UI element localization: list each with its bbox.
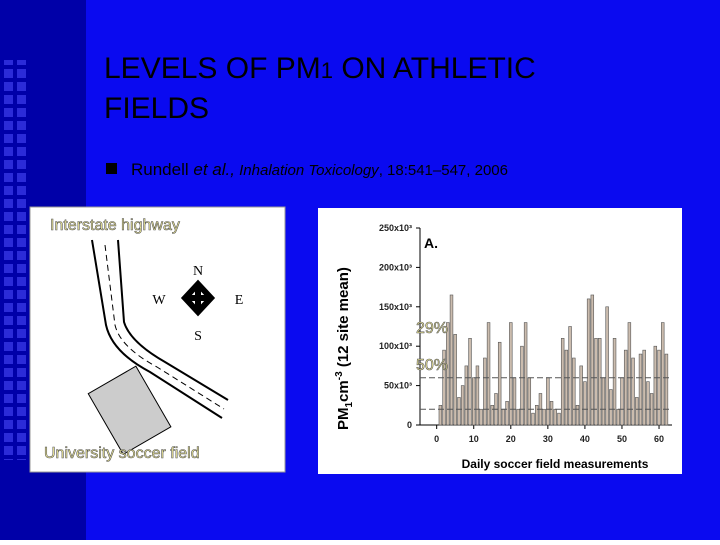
panel-label: A. [424, 235, 438, 251]
field-label: University soccer field [44, 445, 200, 462]
y-tick-label: 0 [407, 420, 412, 430]
bar [453, 334, 457, 426]
bar [464, 365, 469, 426]
bar [572, 357, 576, 426]
bar [623, 349, 628, 426]
compass-n: N [193, 264, 203, 279]
annotation: 29% [416, 320, 448, 337]
y-tick-label: 200x10³ [379, 262, 412, 272]
bar [501, 408, 506, 426]
bar [616, 408, 620, 426]
bar [579, 365, 583, 426]
bar [490, 404, 494, 426]
bar [664, 353, 669, 426]
compass-s: S [194, 329, 202, 344]
bar [520, 345, 524, 426]
bar [512, 377, 517, 426]
bar [590, 294, 595, 426]
bar [646, 381, 650, 426]
bar [575, 404, 580, 426]
highway-label: Interstate highway [50, 217, 180, 234]
bar [505, 401, 509, 426]
compass [180, 279, 216, 317]
road-center [104, 244, 225, 410]
road-edge [91, 239, 223, 419]
bar [594, 338, 598, 426]
map: N S W E Interstate highway University so… [29, 206, 286, 473]
y-tick-label: 250x10³ [379, 223, 412, 233]
bar [527, 377, 532, 426]
bar [601, 377, 606, 426]
bar [449, 294, 454, 426]
x-tick-label: 40 [580, 434, 590, 444]
x-tick-label: 10 [469, 434, 479, 444]
bar [457, 397, 461, 426]
y-tick-label: 150x10³ [379, 302, 412, 312]
side-pattern [0, 60, 30, 460]
bar [627, 322, 632, 426]
x-tick-label: 60 [654, 434, 664, 444]
bar [583, 381, 587, 426]
x-tick-label: 20 [506, 434, 516, 444]
bar [516, 408, 520, 426]
bar [661, 322, 665, 426]
bar [638, 353, 643, 426]
bar [460, 385, 465, 426]
bar [549, 401, 554, 426]
citation: Rundell et al., Inhalation Toxicology, 1… [131, 160, 508, 179]
chart-panel [318, 208, 682, 474]
bar [631, 357, 635, 426]
bar [564, 349, 569, 426]
x-tick-label: 50 [617, 434, 627, 444]
bar [635, 397, 639, 426]
bar [560, 338, 565, 426]
bar [509, 322, 513, 426]
x-tick-label: 30 [543, 434, 553, 444]
soccer-field [87, 365, 172, 455]
bar [535, 404, 539, 426]
compass-e: E [235, 293, 244, 308]
bar [475, 365, 480, 426]
bar [609, 389, 613, 426]
y-axis-label: PM1cm-3 (12 site mean) [334, 267, 355, 430]
bar [468, 338, 472, 426]
slide-title: LEVELS OF PM1 ON ATHLETIC [104, 52, 536, 85]
bar [642, 349, 646, 426]
bar [657, 349, 661, 426]
bar [586, 298, 591, 426]
bar [598, 338, 602, 426]
bar [612, 338, 617, 426]
bullet [106, 163, 117, 174]
bar [620, 377, 624, 426]
bar [568, 326, 572, 426]
bar [653, 345, 658, 426]
bar [523, 322, 528, 426]
slide-title: FIELDS [104, 92, 209, 125]
annotation: 50% [416, 357, 448, 374]
bar [497, 341, 502, 426]
x-tick-label: 0 [434, 434, 439, 444]
bar [546, 377, 550, 426]
bar [531, 412, 535, 426]
bar [483, 357, 487, 426]
road-edge [117, 239, 229, 401]
chart: A. Daily soccer field measurements PM1cm… [334, 223, 672, 471]
bar [553, 408, 557, 426]
compass-w: W [152, 293, 166, 308]
bar [486, 322, 491, 426]
y-tick-label: 100x10³ [379, 341, 412, 351]
bar [472, 377, 476, 426]
bar [438, 404, 443, 426]
bar [442, 349, 446, 426]
bar [605, 306, 609, 426]
bar [446, 322, 450, 426]
bar [557, 412, 561, 426]
x-axis-label: Daily soccer field measurements [462, 457, 649, 471]
y-tick-label: 50x10³ [384, 381, 412, 391]
bar [542, 408, 546, 426]
bar [479, 408, 483, 426]
